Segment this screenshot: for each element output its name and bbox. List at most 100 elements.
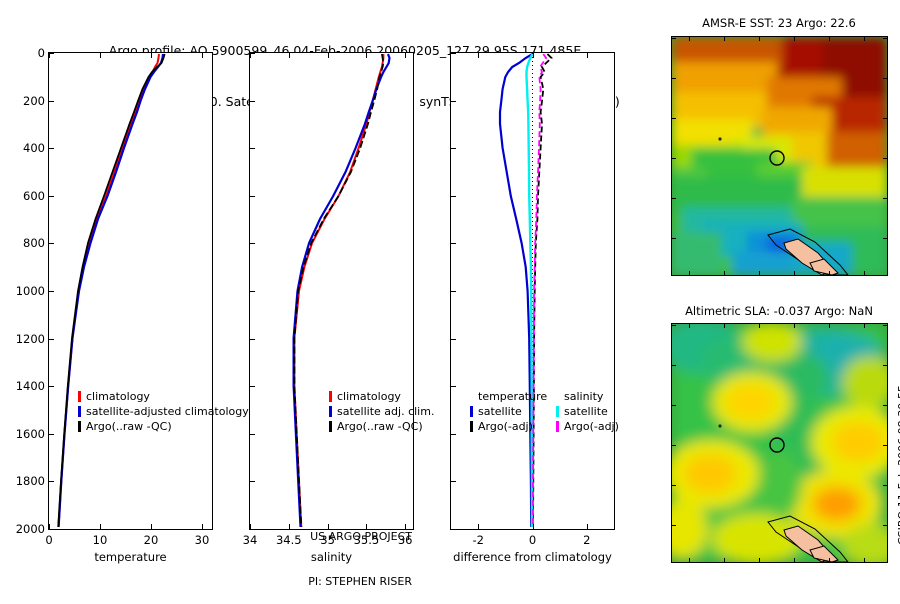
lat-tick <box>672 405 676 406</box>
depth-tick <box>49 433 54 435</box>
lon-tick <box>864 271 865 275</box>
difference-tick-top <box>586 53 588 58</box>
legend-item: Argo(..raw -QC) <box>329 419 434 434</box>
legend-label: satellite adj. clim. <box>337 405 435 418</box>
temperature-label-0: 0 <box>45 533 53 547</box>
lat-tick-right <box>883 38 887 39</box>
depth-tick <box>250 433 255 435</box>
lon-tick <box>864 558 865 562</box>
difference-label-0: 0 <box>528 533 537 547</box>
temperature-tick-top <box>100 53 101 58</box>
difference-profile-panel: -2 0 2 difference from climatology <box>450 52 615 564</box>
legend-swatch-satellite-adjusted <box>329 406 332 417</box>
depth-label-1000: 1000 <box>15 284 45 298</box>
depth-tick <box>49 195 54 197</box>
salinity-tick-top <box>288 53 290 58</box>
difference-tick-top <box>532 53 534 58</box>
lon-tick <box>724 271 725 275</box>
lat-tick-right <box>883 238 887 239</box>
legend-header-temperature: temperature <box>478 390 548 403</box>
depth-tick <box>451 338 456 340</box>
depth-tick <box>451 433 456 435</box>
depth-tick <box>49 529 54 530</box>
difference-tick-top <box>478 53 480 58</box>
difference-tick <box>532 524 534 529</box>
salinity-climatology-curve <box>293 54 385 528</box>
sla-map[interactable]: -24 -26 -28 -30 -32 -34 166 168 170 172 … <box>671 323 888 563</box>
lat-tick <box>672 118 676 119</box>
difference-axis-title: difference from climatology <box>453 550 612 564</box>
salinity-argo-curve <box>293 53 385 528</box>
legend-swatch-salinity-argo <box>556 421 559 432</box>
lat-tick <box>672 445 676 446</box>
lon-tick-top <box>759 37 760 41</box>
argo-float-marker <box>769 437 785 453</box>
salinity-tick-top <box>366 53 368 58</box>
salinity-curves <box>292 53 391 528</box>
depth-label-1200: 1200 <box>15 331 45 346</box>
project-credit: US ARGO PROJECT PI: STEPHEN RISER <box>254 499 412 604</box>
depth-label-800: 800 <box>23 236 45 251</box>
lon-tick-top <box>864 37 865 41</box>
lon-tick-top <box>829 324 830 328</box>
legend-swatch-temperature-satellite <box>470 406 473 417</box>
depth-tick <box>49 338 54 340</box>
legend-label: Argo(-adj) <box>564 420 619 433</box>
lon-tick <box>794 558 795 562</box>
temperature-tick <box>151 524 152 529</box>
legend-item: satellite adj. clim. <box>329 404 434 419</box>
depth-tick <box>451 386 456 388</box>
depth-tick <box>451 481 456 483</box>
difference-plot-area <box>451 53 614 529</box>
temperature-label-30: 30 <box>194 533 210 547</box>
depth-tick <box>49 53 54 54</box>
sst-map[interactable]: -24 -26 -28 -30 -32 -34 166 168 170 172 … <box>671 36 888 276</box>
legend-swatch-satellite-adjusted <box>78 406 81 417</box>
lon-tick <box>724 558 725 562</box>
depth-label-2000: 2000 <box>15 522 45 536</box>
salinity-axis-title: salinity <box>310 550 353 564</box>
lat-tick-right <box>883 365 887 366</box>
project-credit-line2: PI: STEPHEN RISER <box>308 575 412 588</box>
lat-tick <box>672 238 676 239</box>
legend-swatch-climatology <box>329 391 332 402</box>
temperature-curves <box>57 53 166 528</box>
salinity-tick-top <box>405 53 407 58</box>
csiro-timestamp: CSIRO 11-Feb-2006 08:30:55 <box>896 384 900 545</box>
legend-item: Argo(-adj) <box>470 419 547 434</box>
temperature-tick-top <box>151 53 152 58</box>
difference-salinity-argo-curve <box>532 53 548 527</box>
lat-tick-right <box>883 405 887 406</box>
salinity-tick <box>250 524 251 529</box>
coastline-path <box>767 515 849 562</box>
sla-heatmap <box>672 324 887 562</box>
salinity-label-35: 35 <box>320 533 335 547</box>
difference-label-minus2: -2 <box>472 533 484 547</box>
salinity-tick-top <box>250 53 251 58</box>
salinity-profile-panel: 34 34.5 35 35.5 36 salinity <box>243 52 414 564</box>
salinity-label-34: 34 <box>242 533 258 547</box>
lat-tick <box>672 78 676 79</box>
lon-tick-top <box>689 37 690 41</box>
legend-item: Argo(..raw -QC) <box>78 419 249 434</box>
depth-tick <box>250 148 255 150</box>
lon-tick <box>759 558 760 562</box>
lon-tick-top <box>829 37 830 41</box>
project-credit-line1: US ARGO PROJECT <box>310 530 412 543</box>
difference-label-2: 2 <box>583 533 591 547</box>
legend-item: satellite <box>556 404 619 419</box>
legend-item: satellite <box>470 404 547 419</box>
depth-tick <box>250 195 255 197</box>
legend-item: climatology <box>329 389 434 404</box>
temperature-tick <box>100 524 101 529</box>
lon-tick <box>689 271 690 275</box>
temperature-tick-top <box>202 53 203 58</box>
legend-swatch-argo-raw <box>78 421 81 432</box>
depth-label-1800: 1800 <box>15 474 45 489</box>
lon-tick <box>829 558 830 562</box>
depth-label-0: 0 <box>37 46 45 60</box>
depth-tick <box>451 53 456 54</box>
difference-temperature-satellite-curve <box>498 53 534 528</box>
lat-tick-right <box>883 325 887 326</box>
lon-tick <box>759 271 760 275</box>
